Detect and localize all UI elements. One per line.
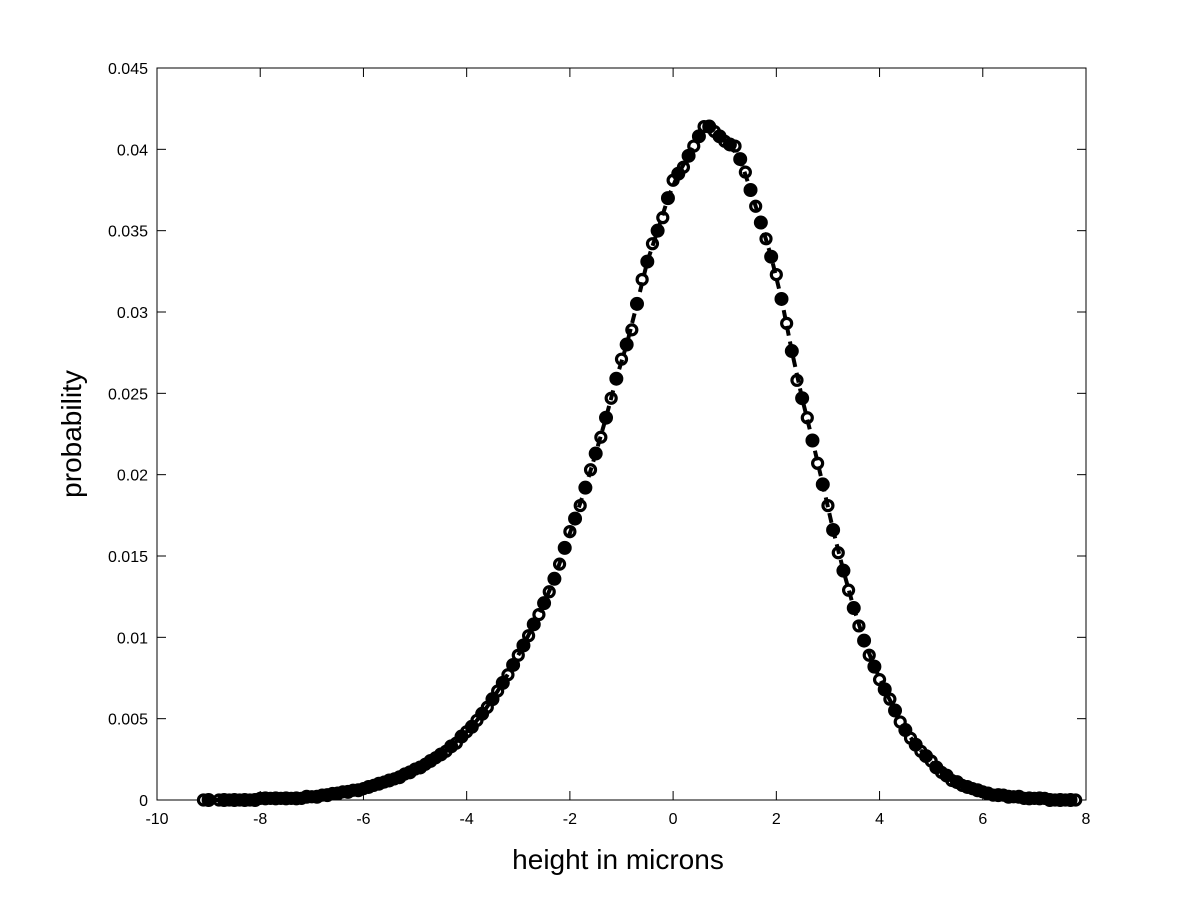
data-point bbox=[485, 692, 500, 707]
data-point bbox=[526, 617, 541, 632]
data-point bbox=[805, 433, 820, 448]
x-tick-label: -10 bbox=[145, 811, 168, 828]
x-tick-label: 4 bbox=[875, 811, 884, 828]
data-point bbox=[650, 223, 665, 238]
x-tick-label: -4 bbox=[460, 811, 474, 828]
data-point bbox=[464, 719, 479, 734]
data-point bbox=[516, 638, 531, 653]
data-point bbox=[712, 129, 727, 144]
data-point bbox=[857, 633, 872, 648]
data-point bbox=[929, 760, 944, 775]
y-tick-label: 0.03 bbox=[117, 305, 148, 322]
y-tick-label: 0.025 bbox=[108, 386, 148, 403]
y-axis: 0 0.005 0.01 0.015 0.02 0.025 0.03 0.035 0.04 0.0… bbox=[108, 61, 1086, 810]
data-point bbox=[557, 540, 572, 555]
data-point bbox=[836, 563, 851, 578]
data-point bbox=[506, 657, 521, 672]
data-point bbox=[846, 601, 861, 616]
y-tick-label: 0.015 bbox=[108, 549, 148, 566]
data-point bbox=[815, 477, 830, 492]
y-tick-label: 0.02 bbox=[117, 468, 148, 485]
data-point bbox=[743, 183, 758, 197]
plot-area bbox=[156, 67, 1087, 801]
data-point bbox=[877, 682, 892, 697]
data-point bbox=[1063, 793, 1078, 807]
data-point bbox=[733, 152, 748, 167]
data-point bbox=[722, 137, 737, 152]
data-point bbox=[640, 254, 655, 269]
data-point bbox=[619, 337, 634, 352]
data-point bbox=[433, 747, 448, 762]
data-point bbox=[454, 729, 469, 744]
data-point bbox=[413, 760, 428, 775]
y-tick-label: 0.035 bbox=[108, 224, 148, 241]
y-tick-label: 0.005 bbox=[108, 712, 148, 729]
data-point bbox=[753, 215, 768, 230]
series-layer bbox=[196, 119, 1083, 807]
data-point bbox=[629, 296, 644, 311]
y-tick-label: 0.01 bbox=[117, 630, 148, 647]
x-tick-label: -6 bbox=[356, 811, 370, 828]
data-point bbox=[537, 596, 552, 611]
y-tick-label: 0.045 bbox=[108, 61, 148, 78]
data-point bbox=[423, 753, 438, 768]
data-point bbox=[784, 344, 799, 359]
data-point bbox=[702, 119, 717, 134]
data-point bbox=[764, 249, 779, 264]
x-axis-label: height in microns bbox=[512, 844, 724, 875]
data-point bbox=[671, 166, 686, 181]
data-point bbox=[547, 571, 562, 586]
data-point bbox=[609, 371, 624, 386]
x-tick-label: 0 bbox=[669, 811, 678, 828]
x-tick-label: -8 bbox=[253, 811, 267, 828]
data-point bbox=[660, 191, 675, 206]
y-tick-label: 0.04 bbox=[117, 142, 148, 159]
x-tick-label: 8 bbox=[1082, 811, 1091, 828]
data-point bbox=[599, 410, 614, 425]
series-2 bbox=[201, 119, 1078, 807]
plot-frame bbox=[156, 67, 1087, 801]
data-point bbox=[795, 391, 810, 406]
x-tick-label: -2 bbox=[563, 811, 577, 828]
data-point bbox=[568, 511, 583, 526]
data-point bbox=[919, 749, 934, 764]
data-point bbox=[681, 148, 696, 163]
data-point bbox=[888, 703, 903, 718]
data-point bbox=[495, 675, 510, 690]
x-tick-label: 2 bbox=[772, 811, 781, 828]
y-tick-label: 0 bbox=[139, 793, 148, 810]
x-tick-label: 6 bbox=[978, 811, 987, 828]
data-point bbox=[475, 706, 490, 721]
y-axis-label: probability bbox=[56, 370, 87, 498]
data-point bbox=[898, 723, 913, 738]
data-point bbox=[774, 291, 789, 306]
data-point bbox=[691, 129, 706, 144]
data-point bbox=[939, 768, 954, 783]
data-point bbox=[444, 739, 459, 754]
data-point bbox=[908, 737, 923, 752]
data-point bbox=[826, 522, 841, 537]
data-point bbox=[201, 793, 216, 807]
data-point bbox=[588, 446, 603, 461]
data-point bbox=[578, 480, 593, 495]
data-point bbox=[867, 659, 882, 674]
